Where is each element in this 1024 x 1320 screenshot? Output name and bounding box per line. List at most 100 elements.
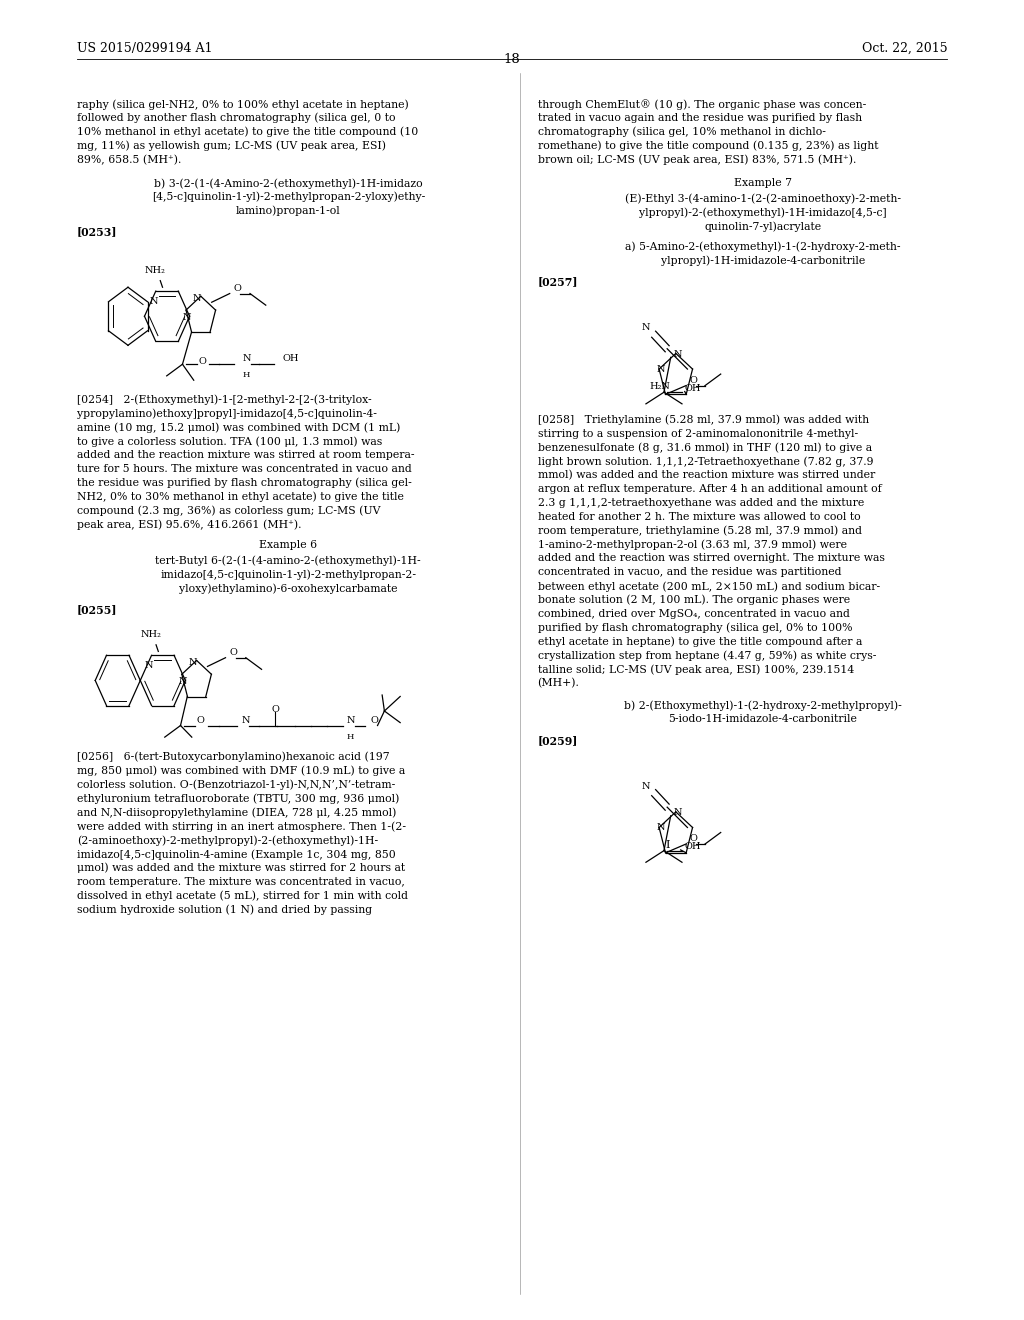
Text: OH: OH <box>684 384 700 393</box>
Text: US 2015/0299194 A1: US 2015/0299194 A1 <box>77 42 212 55</box>
Text: N: N <box>178 677 186 686</box>
Text: lamino)propan-1-ol: lamino)propan-1-ol <box>236 206 341 216</box>
Text: [0254]   2-(Ethoxymethyl)-1-[2-methyl-2-[2-(3-tritylox-: [0254] 2-(Ethoxymethyl)-1-[2-methyl-2-[2… <box>77 395 372 405</box>
Text: N: N <box>656 824 666 832</box>
Text: sodium hydroxide solution (1 N) and dried by passing: sodium hydroxide solution (1 N) and drie… <box>77 904 372 915</box>
Text: ypropylamino)ethoxy]propyl]-imidazo[4,5-c]quinolin-4-: ypropylamino)ethoxy]propyl]-imidazo[4,5-… <box>77 408 377 418</box>
Text: NH2, 0% to 30% methanol in ethyl acetate) to give the title: NH2, 0% to 30% methanol in ethyl acetate… <box>77 491 403 502</box>
Text: O: O <box>690 376 697 385</box>
Text: mg, 850 μmol) was combined with DMF (10.9 mL) to give a: mg, 850 μmol) was combined with DMF (10.… <box>77 766 406 776</box>
Text: tert-Butyl 6-(2-(1-(4-amino-2-(ethoxymethyl)-1H-: tert-Butyl 6-(2-(1-(4-amino-2-(ethoxymet… <box>156 556 421 566</box>
Text: N: N <box>347 715 355 725</box>
Text: concentrated in vacuo, and the residue was partitioned: concentrated in vacuo, and the residue w… <box>538 568 841 577</box>
Text: H: H <box>243 371 250 379</box>
Text: N: N <box>182 313 191 322</box>
Text: [0255]: [0255] <box>77 603 118 615</box>
Text: [4,5-c]quinolin-1-yl)-2-methylpropan-2-yloxy)ethy-: [4,5-c]quinolin-1-yl)-2-methylpropan-2-y… <box>152 191 425 202</box>
Text: Oct. 22, 2015: Oct. 22, 2015 <box>861 42 947 55</box>
Text: ethyluronium tetrafluoroborate (TBTU, 300 mg, 936 μmol): ethyluronium tetrafluoroborate (TBTU, 30… <box>77 793 399 804</box>
Text: O: O <box>229 648 238 657</box>
Text: to give a colorless solution. TFA (100 μl, 1.3 mmol) was: to give a colorless solution. TFA (100 μ… <box>77 436 382 446</box>
Text: b) 3-(2-(1-(4-Amino-2-(ethoxymethyl)-1H-imidazo: b) 3-(2-(1-(4-Amino-2-(ethoxymethyl)-1H-… <box>154 178 423 189</box>
Text: and N,N-diisopropylethylamine (DIEA, 728 μl, 4.25 mmol): and N,N-diisopropylethylamine (DIEA, 728… <box>77 808 396 818</box>
Text: ylpropyl)-1H-imidazole-4-carbonitrile: ylpropyl)-1H-imidazole-4-carbonitrile <box>660 256 865 267</box>
Text: [0256]   6-(tert-Butoxycarbonylamino)hexanoic acid (197: [0256] 6-(tert-Butoxycarbonylamino)hexan… <box>77 752 389 763</box>
Text: quinolin-7-yl)acrylate: quinolin-7-yl)acrylate <box>705 220 821 231</box>
Text: heated for another 2 h. The mixture was allowed to cool to: heated for another 2 h. The mixture was … <box>538 512 860 521</box>
Text: yloxy)ethylamino)-6-oxohexylcarbamate: yloxy)ethylamino)-6-oxohexylcarbamate <box>179 583 397 594</box>
Text: mmol) was added and the reaction mixture was stirred under: mmol) was added and the reaction mixture… <box>538 470 874 480</box>
Text: crystallization step from heptane (4.47 g, 59%) as white crys-: crystallization step from heptane (4.47 … <box>538 651 876 661</box>
Text: N: N <box>242 715 251 725</box>
Text: ylpropyl)-2-(ethoxymethyl)-1H-imidazo[4,5-c]: ylpropyl)-2-(ethoxymethyl)-1H-imidazo[4,… <box>639 207 887 218</box>
Text: were added with stirring in an inert atmosphere. Then 1-(2-: were added with stirring in an inert atm… <box>77 821 406 832</box>
Text: the residue was purified by flash chromatography (silica gel-: the residue was purified by flash chroma… <box>77 478 412 488</box>
Text: light brown solution. 1,1,1,2-Tetraethoxyethane (7.82 g, 37.9: light brown solution. 1,1,1,2-Tetraethox… <box>538 457 873 467</box>
Text: NH₂: NH₂ <box>144 265 166 275</box>
Text: room temperature, triethylamine (5.28 ml, 37.9 mmol) and: room temperature, triethylamine (5.28 ml… <box>538 525 861 536</box>
Text: bonate solution (2 M, 100 mL). The organic phases were: bonate solution (2 M, 100 mL). The organ… <box>538 595 850 606</box>
Text: 10% methanol in ethyl acetate) to give the title compound (10: 10% methanol in ethyl acetate) to give t… <box>77 127 418 137</box>
Text: H: H <box>347 734 354 742</box>
Text: O: O <box>271 705 280 714</box>
Text: O: O <box>371 715 378 725</box>
Text: (MH+).: (MH+). <box>538 678 580 688</box>
Text: 89%, 658.5 (MH⁺).: 89%, 658.5 (MH⁺). <box>77 154 181 165</box>
Text: [0258]   Triethylamine (5.28 ml, 37.9 mmol) was added with: [0258] Triethylamine (5.28 ml, 37.9 mmol… <box>538 414 868 425</box>
Text: imidazo[4,5-c]quinolin-1-yl)-2-methylpropan-2-: imidazo[4,5-c]quinolin-1-yl)-2-methylpro… <box>160 569 416 579</box>
Text: Example 6: Example 6 <box>259 540 317 550</box>
Text: ethyl acetate in heptane) to give the title compound after a: ethyl acetate in heptane) to give the ti… <box>538 636 862 647</box>
Text: b) 2-(Ethoxymethyl)-1-(2-hydroxy-2-methylpropyl)-: b) 2-(Ethoxymethyl)-1-(2-hydroxy-2-methy… <box>624 700 902 710</box>
Text: I: I <box>666 840 671 850</box>
Text: NH₂: NH₂ <box>140 630 162 639</box>
Text: compound (2.3 mg, 36%) as colorless gum; LC-MS (UV: compound (2.3 mg, 36%) as colorless gum;… <box>77 506 380 516</box>
Text: H₂N: H₂N <box>649 381 671 391</box>
Text: N: N <box>145 661 154 671</box>
Text: [0257]: [0257] <box>538 276 579 288</box>
Text: romethane) to give the title compound (0.135 g, 23%) as light: romethane) to give the title compound (0… <box>538 140 879 152</box>
Text: O: O <box>199 356 207 366</box>
Text: N: N <box>150 297 158 306</box>
Text: N: N <box>193 294 201 302</box>
Text: [0253]: [0253] <box>77 227 118 238</box>
Text: N: N <box>642 781 650 791</box>
Text: imidazo[4,5-c]quinolin-4-amine (Example 1c, 304 mg, 850: imidazo[4,5-c]quinolin-4-amine (Example … <box>77 849 395 859</box>
Text: trated in vacuo again and the residue was purified by flash: trated in vacuo again and the residue wa… <box>538 112 862 123</box>
Text: talline solid; LC-MS (UV peak area, ESI) 100%, 239.1514: talline solid; LC-MS (UV peak area, ESI)… <box>538 664 854 675</box>
Text: 1-amino-2-methylpropan-2-ol (3.63 ml, 37.9 mmol) were: 1-amino-2-methylpropan-2-ol (3.63 ml, 37… <box>538 540 847 550</box>
Text: μmol) was added and the mixture was stirred for 2 hours at: μmol) was added and the mixture was stir… <box>77 863 404 874</box>
Text: followed by another flash chromatography (silica gel, 0 to: followed by another flash chromatography… <box>77 112 395 124</box>
Text: 18: 18 <box>504 53 520 66</box>
Text: 5-iodo-1H-imidazole-4-carbonitrile: 5-iodo-1H-imidazole-4-carbonitrile <box>669 714 857 725</box>
Text: room temperature. The mixture was concentrated in vacuo,: room temperature. The mixture was concen… <box>77 876 404 887</box>
Text: (2-aminoethoxy)-2-methylpropyl)-2-(ethoxymethyl)-1H-: (2-aminoethoxy)-2-methylpropyl)-2-(ethox… <box>77 836 378 846</box>
Text: (E)-Ethyl 3-(4-amino-1-(2-(2-aminoethoxy)-2-meth-: (E)-Ethyl 3-(4-amino-1-(2-(2-aminoethoxy… <box>625 193 901 203</box>
Text: O: O <box>233 284 242 293</box>
Text: benzenesulfonate (8 g, 31.6 mmol) in THF (120 ml) to give a: benzenesulfonate (8 g, 31.6 mmol) in THF… <box>538 442 871 453</box>
Text: dissolved in ethyl acetate (5 mL), stirred for 1 min with cold: dissolved in ethyl acetate (5 mL), stirr… <box>77 891 408 902</box>
Text: N: N <box>243 355 251 363</box>
Text: [0259]: [0259] <box>538 735 578 746</box>
Text: a) 5-Amino-2-(ethoxymethyl)-1-(2-hydroxy-2-meth-: a) 5-Amino-2-(ethoxymethyl)-1-(2-hydroxy… <box>625 242 901 252</box>
Text: Example 7: Example 7 <box>734 178 792 187</box>
Text: added and the reaction was stirred overnight. The mixture was: added and the reaction was stirred overn… <box>538 553 885 564</box>
Text: N: N <box>674 350 682 359</box>
Text: ture for 5 hours. The mixture was concentrated in vacuo and: ture for 5 hours. The mixture was concen… <box>77 463 412 474</box>
Text: N: N <box>674 808 682 817</box>
Text: stirring to a suspension of 2-aminomalononitrile 4-methyl-: stirring to a suspension of 2-aminomalon… <box>538 429 858 438</box>
Text: OH: OH <box>283 355 299 363</box>
Text: amine (10 mg, 15.2 μmol) was combined with DCM (1 mL): amine (10 mg, 15.2 μmol) was combined wi… <box>77 422 400 433</box>
Text: added and the reaction mixture was stirred at room tempera-: added and the reaction mixture was stirr… <box>77 450 415 461</box>
Text: O: O <box>690 834 697 843</box>
Text: peak area, ESI) 95.6%, 416.2661 (MH⁺).: peak area, ESI) 95.6%, 416.2661 (MH⁺). <box>77 519 301 529</box>
Text: O: O <box>197 715 205 725</box>
Text: colorless solution. O-(Benzotriazol-1-yl)-N,N,N’,N’-tetram-: colorless solution. O-(Benzotriazol-1-yl… <box>77 780 395 791</box>
Text: combined, dried over MgSO₄, concentrated in vacuo and: combined, dried over MgSO₄, concentrated… <box>538 609 850 619</box>
Text: chromatography (silica gel, 10% methanol in dichlo-: chromatography (silica gel, 10% methanol… <box>538 127 825 137</box>
Text: argon at reflux temperature. After 4 h an additional amount of: argon at reflux temperature. After 4 h a… <box>538 484 882 494</box>
Text: N: N <box>656 364 666 374</box>
Text: between ethyl acetate (200 mL, 2×150 mL) and sodium bicar-: between ethyl acetate (200 mL, 2×150 mL)… <box>538 581 880 591</box>
Text: brown oil; LC-MS (UV peak area, ESI) 83%, 571.5 (MH⁺).: brown oil; LC-MS (UV peak area, ESI) 83%… <box>538 154 856 165</box>
Text: 2.3 g 1,1,1,2-tetraethoxyethane was added and the mixture: 2.3 g 1,1,1,2-tetraethoxyethane was adde… <box>538 498 864 508</box>
Text: N: N <box>642 323 650 333</box>
